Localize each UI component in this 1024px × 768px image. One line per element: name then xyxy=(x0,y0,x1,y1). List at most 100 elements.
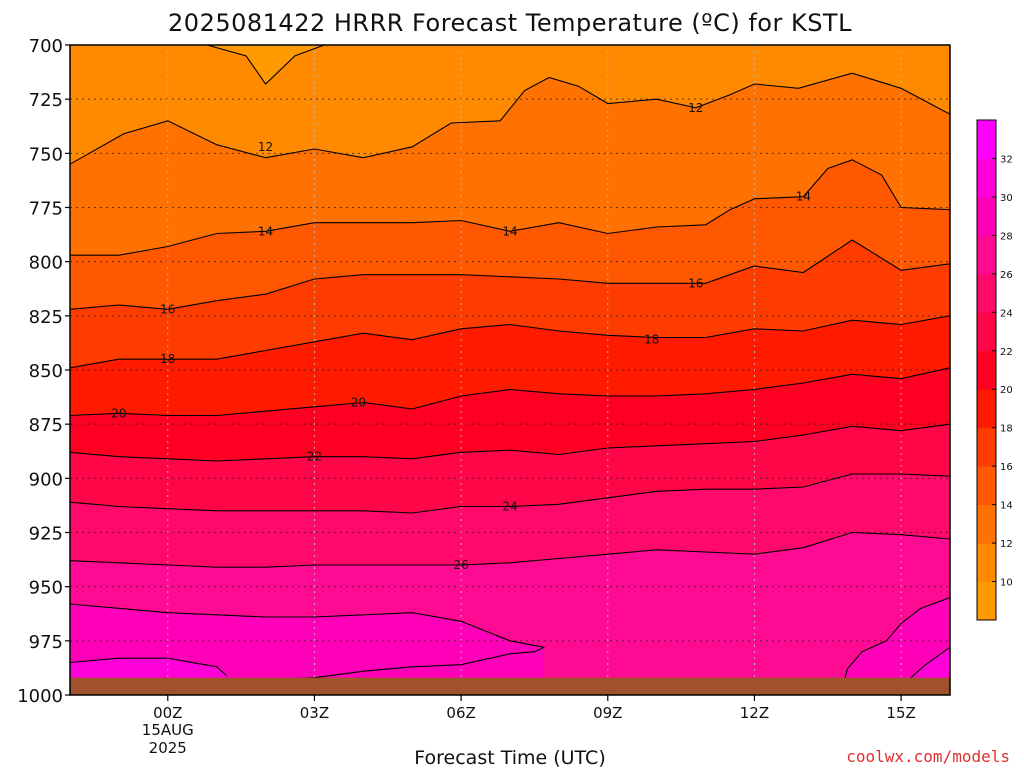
y-tick-label-900: 900 xyxy=(29,469,63,490)
contour-line-16-3 xyxy=(70,239,950,310)
x-tick-label-09Z: 09Z xyxy=(593,704,622,722)
contour-label-12-1: 12 xyxy=(688,101,703,115)
svg-text:24: 24 xyxy=(502,500,517,514)
colorbar-swatch-9 xyxy=(977,235,996,275)
y-axis: 700 725 750 775 800 825 850 875 900 925 950 975 1000 xyxy=(17,36,70,707)
colorbar: 10 12 14 16 18 20 22 24 26 28 30 32 xyxy=(976,119,1013,621)
colorbar-label-16: 16 xyxy=(1000,462,1013,473)
contour-label-14-1: 14 xyxy=(502,224,517,238)
colorbar-frame xyxy=(976,119,997,621)
contour-label-16-1: 16 xyxy=(688,276,703,290)
contour-line-14-2 xyxy=(70,159,950,256)
svg-text:16: 16 xyxy=(688,276,703,290)
credit-link[interactable]: coolwx.com/models xyxy=(846,747,1010,766)
colorbar-label-30: 30 xyxy=(1000,193,1013,204)
svg-text:22: 22 xyxy=(307,450,322,464)
svg-text:18: 18 xyxy=(160,352,175,366)
svg-text:14: 14 xyxy=(796,190,811,204)
x-axis-label: Forecast Time (UTC) xyxy=(414,747,605,768)
contour-line-20-5 xyxy=(70,367,950,417)
y-tick-label-975: 975 xyxy=(29,632,63,653)
svg-text:20: 20 xyxy=(111,406,126,420)
contour-line-26-8 xyxy=(70,531,950,568)
colorbar-swatch-5 xyxy=(977,389,996,429)
colorbar-label-10: 10 xyxy=(1000,578,1013,589)
y-tick-label-850: 850 xyxy=(29,361,63,382)
colorbar-label-32: 32 xyxy=(1000,154,1013,165)
contour-label-26-0: 26 xyxy=(453,558,468,572)
contour-lines xyxy=(70,45,950,692)
contour-label-24-0: 24 xyxy=(502,500,517,514)
contour-line-12-0 xyxy=(70,72,950,165)
y-tick-label-750: 750 xyxy=(29,144,63,165)
colorbar-swatch-0 xyxy=(977,581,996,621)
colorbar-swatch-12 xyxy=(977,120,996,159)
contour-label-12-0: 12 xyxy=(258,140,273,154)
contour-line-24-7 xyxy=(70,473,950,514)
colorbar-swatch-1 xyxy=(977,543,996,583)
svg-text:20: 20 xyxy=(351,396,366,410)
colorbar-label-28: 28 xyxy=(1000,231,1013,242)
colorbar-swatch-11 xyxy=(977,158,996,198)
y-tick-label-950: 950 xyxy=(29,578,63,599)
ground-surface xyxy=(70,677,950,695)
y-tick-label-725: 725 xyxy=(29,90,63,111)
contour-labels: 12 12 14 14 14 16 16 18 18 20 20 22 24 26 xyxy=(111,101,811,572)
y-tick-label-825: 825 xyxy=(29,307,63,328)
colorbar-swatch-7 xyxy=(977,312,996,352)
y-tick-label-925: 925 xyxy=(29,524,63,545)
pocket-fill-12-1 xyxy=(206,45,325,84)
colorbar-swatch-6 xyxy=(977,350,996,390)
y-tick-label-800: 800 xyxy=(29,253,63,274)
svg-text:14: 14 xyxy=(502,224,517,238)
x-tick-date: 15AUG xyxy=(142,721,194,739)
contour-line-18-4 xyxy=(70,315,950,369)
colorbar-label-18: 18 xyxy=(1000,424,1013,435)
colorbar-label-24: 24 xyxy=(1000,308,1013,319)
contour-line-22-6 xyxy=(70,423,950,462)
colorbar-label-14: 14 xyxy=(1000,501,1013,512)
contour-label-16-0: 16 xyxy=(160,302,175,316)
x-tick-label-12Z: 12Z xyxy=(740,704,769,722)
svg-text:12: 12 xyxy=(258,140,273,154)
x-tick-year: 2025 xyxy=(149,739,187,757)
colorbar-label-20: 20 xyxy=(1000,385,1013,396)
contour-label-14-0: 14 xyxy=(258,224,273,238)
contour-line-28-9 xyxy=(70,603,545,648)
contour-line-12-1 xyxy=(206,45,325,85)
grid-lines xyxy=(70,45,950,695)
contour-label-20-1: 20 xyxy=(351,396,366,410)
colorbar-swatch-10 xyxy=(977,196,996,236)
contour-line-30-13 xyxy=(70,657,227,676)
colorbar-swatch-3 xyxy=(977,466,996,506)
y-tick-label-875: 875 xyxy=(29,415,63,436)
contour-label-22-0: 22 xyxy=(307,450,322,464)
contour-label-18-0: 18 xyxy=(160,352,175,366)
colorbar-swatch-8 xyxy=(977,273,996,313)
contour-label-20-0: 20 xyxy=(111,406,126,420)
svg-text:12: 12 xyxy=(688,101,703,115)
colorbar-label-26: 26 xyxy=(1000,270,1013,281)
y-tick-label-1000: 1000 xyxy=(17,686,63,707)
colorbar-swatch-2 xyxy=(977,504,996,544)
x-tick-label-00Z: 00Z xyxy=(153,704,182,722)
contour-label-18-1: 18 xyxy=(644,333,659,347)
x-tick-label-03Z: 03Z xyxy=(300,704,329,722)
plot-area: 12 12 14 14 14 16 16 18 18 20 20 22 24 26 xyxy=(70,45,950,695)
y-tick-label-775: 775 xyxy=(29,199,63,220)
svg-text:14: 14 xyxy=(258,224,273,238)
chart-title: 2025081422 HRRR Forecast Temperature (ºC… xyxy=(168,9,852,37)
colorbar-swatch-4 xyxy=(977,427,996,467)
svg-text:26: 26 xyxy=(453,558,468,572)
y-tick-label-700: 700 xyxy=(29,36,63,57)
x-tick-label-15Z: 15Z xyxy=(886,704,915,722)
temperature-fill-bands xyxy=(70,45,950,695)
colorbar-label-22: 22 xyxy=(1000,347,1013,358)
colorbar-label-12: 12 xyxy=(1000,539,1013,550)
svg-text:18: 18 xyxy=(644,333,659,347)
x-tick-label-06Z: 06Z xyxy=(446,704,475,722)
contour-label-14-2: 14 xyxy=(796,190,811,204)
svg-text:16: 16 xyxy=(160,302,175,316)
